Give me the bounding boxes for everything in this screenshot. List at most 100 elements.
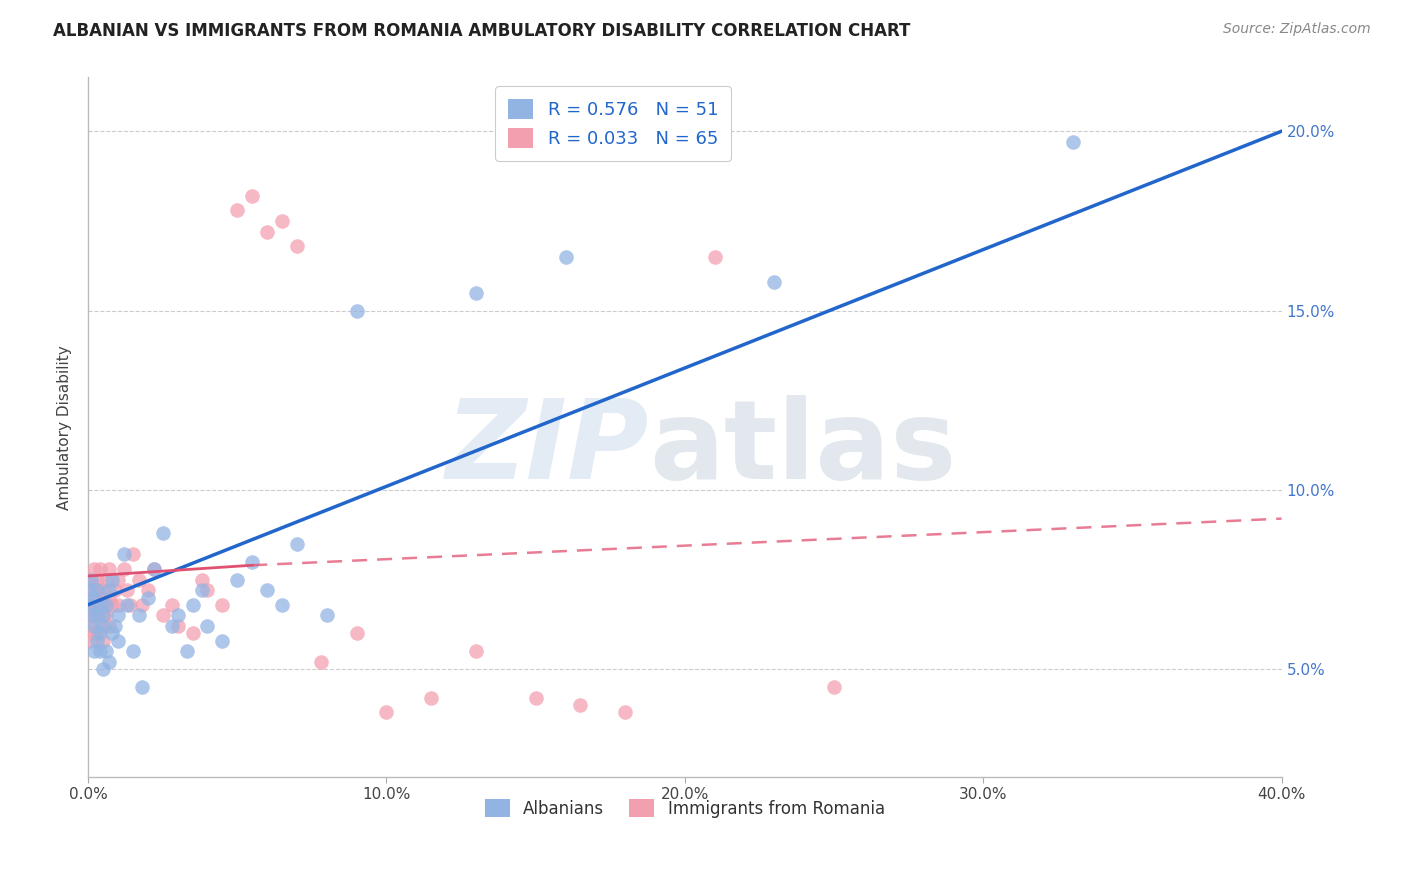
- Point: [285, 537, 308, 551]
- Point: [703, 250, 725, 264]
- Point: [104, 583, 127, 598]
- Point: [91, 619, 114, 633]
- Text: ALBANIAN VS IMMIGRANTS FROM ROMANIA AMBULATORY DISABILITY CORRELATION CHART: ALBANIAN VS IMMIGRANTS FROM ROMANIA AMBU…: [53, 22, 911, 40]
- Point: [315, 608, 337, 623]
- Point: [80, 573, 103, 587]
- Point: [271, 214, 294, 228]
- Point: [211, 633, 233, 648]
- Point: [122, 548, 145, 562]
- Point: [89, 562, 111, 576]
- Point: [112, 548, 135, 562]
- Point: [86, 633, 108, 648]
- Point: [256, 225, 278, 239]
- Point: [77, 598, 100, 612]
- Point: [94, 608, 117, 623]
- Point: [107, 598, 129, 612]
- Point: [89, 644, 111, 658]
- Point: [83, 619, 105, 633]
- Point: [101, 598, 124, 612]
- Point: [271, 598, 294, 612]
- Point: [152, 525, 174, 540]
- Point: [107, 633, 129, 648]
- Point: [86, 608, 108, 623]
- Point: [118, 598, 141, 612]
- Point: [115, 598, 138, 612]
- Point: [79, 583, 101, 598]
- Point: [166, 619, 188, 633]
- Point: [226, 573, 249, 587]
- Point: [122, 644, 145, 658]
- Point: [86, 626, 108, 640]
- Point: [101, 626, 124, 640]
- Point: [91, 662, 114, 676]
- Point: [83, 608, 105, 623]
- Point: [420, 690, 443, 705]
- Point: [181, 598, 204, 612]
- Point: [142, 562, 165, 576]
- Point: [240, 189, 263, 203]
- Point: [98, 591, 121, 605]
- Point: [197, 619, 219, 633]
- Point: [128, 573, 150, 587]
- Point: [89, 591, 111, 605]
- Point: [83, 591, 105, 605]
- Point: [91, 608, 114, 623]
- Point: [91, 598, 114, 612]
- Point: [89, 626, 111, 640]
- Point: [98, 655, 121, 669]
- Point: [181, 626, 204, 640]
- Point: [80, 608, 103, 623]
- Point: [86, 598, 108, 612]
- Point: [79, 583, 101, 598]
- Text: atlas: atlas: [650, 394, 956, 501]
- Point: [152, 608, 174, 623]
- Point: [80, 591, 103, 605]
- Point: [465, 285, 488, 300]
- Point: [80, 608, 103, 623]
- Point: [80, 619, 103, 633]
- Point: [98, 562, 121, 576]
- Point: [309, 655, 332, 669]
- Point: [190, 573, 212, 587]
- Point: [375, 706, 398, 720]
- Point: [346, 303, 368, 318]
- Point: [91, 608, 114, 623]
- Point: [346, 626, 368, 640]
- Point: [465, 644, 488, 658]
- Point: [80, 573, 103, 587]
- Point: [197, 583, 219, 598]
- Point: [89, 598, 111, 612]
- Text: ZIP: ZIP: [446, 394, 650, 501]
- Point: [86, 608, 108, 623]
- Point: [89, 598, 111, 612]
- Point: [107, 573, 129, 587]
- Point: [166, 608, 188, 623]
- Point: [226, 203, 249, 218]
- Point: [136, 583, 159, 598]
- Point: [86, 583, 108, 598]
- Point: [86, 573, 108, 587]
- Point: [285, 239, 308, 253]
- Point: [128, 608, 150, 623]
- Point: [176, 644, 198, 658]
- Point: [240, 555, 263, 569]
- Point: [98, 583, 121, 598]
- Point: [112, 562, 135, 576]
- Point: [115, 583, 138, 598]
- Point: [86, 583, 108, 598]
- Point: [80, 598, 103, 612]
- Point: [94, 644, 117, 658]
- Legend: Albanians, Immigrants from Romania: Albanians, Immigrants from Romania: [478, 792, 891, 824]
- Point: [83, 583, 105, 598]
- Y-axis label: Ambulatory Disability: Ambulatory Disability: [58, 345, 72, 509]
- Point: [1062, 135, 1084, 149]
- Point: [131, 598, 153, 612]
- Point: [83, 644, 105, 658]
- Point: [160, 619, 183, 633]
- Point: [107, 608, 129, 623]
- Point: [83, 598, 105, 612]
- Point: [256, 583, 278, 598]
- Point: [569, 698, 592, 713]
- Point: [80, 633, 103, 648]
- Point: [524, 690, 547, 705]
